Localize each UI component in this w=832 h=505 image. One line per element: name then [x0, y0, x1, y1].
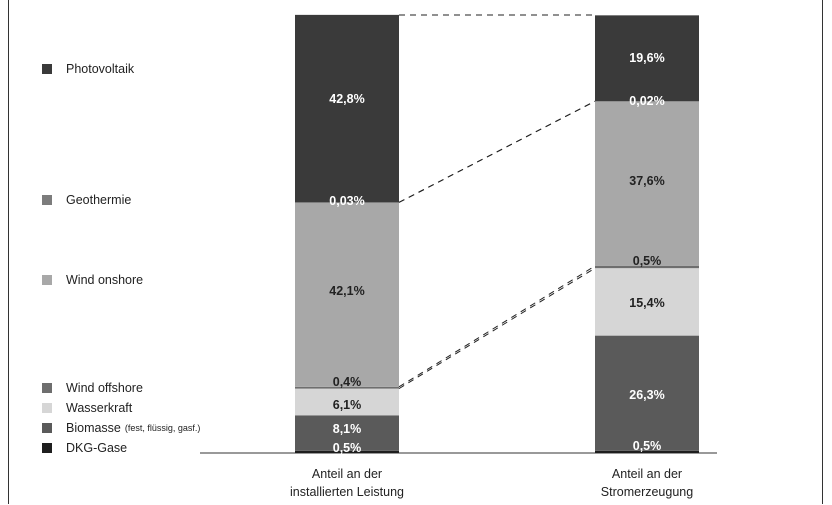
connector-line [399, 268, 595, 388]
category-label-line: Stromerzeugung [562, 483, 732, 501]
data-label: 0,03% [329, 194, 364, 208]
legend-item: Biomasse (fest, flüssig, gasf.) [42, 421, 200, 435]
data-label: 42,1% [329, 284, 364, 298]
connector-line [399, 266, 595, 387]
legend-swatch [42, 443, 52, 453]
legend-note: (fest, flüssig, gasf.) [125, 423, 201, 433]
legend-swatch [42, 403, 52, 413]
data-label: 19,6% [629, 51, 664, 65]
legend-swatch [42, 383, 52, 393]
legend-label: Wind offshore [66, 381, 143, 395]
data-label: 8,1% [333, 422, 362, 436]
data-label: 0,4% [333, 375, 362, 389]
data-label: 0,5% [633, 254, 662, 268]
category-label-line: installierten Leistung [262, 483, 432, 501]
data-label: 37,6% [629, 174, 664, 188]
legend-swatch [42, 64, 52, 74]
legend-item: Wind offshore [42, 381, 143, 395]
data-label: 0,02% [629, 94, 664, 108]
legend-swatch [42, 195, 52, 205]
data-label: 0,5% [633, 439, 662, 453]
legend-label: Geothermie [66, 193, 131, 207]
category-label: Anteil an der installierten Leistung [262, 465, 432, 501]
legend-item: Geothermie [42, 193, 131, 207]
legend-swatch [42, 423, 52, 433]
legend-label: Wasserkraft [66, 401, 132, 415]
legend-label: Photovoltaik [66, 62, 134, 76]
legend-item: Photovoltaik [42, 62, 134, 76]
data-label: 0,5% [333, 441, 362, 455]
data-label: 26,3% [629, 388, 664, 402]
category-label: Anteil an der Stromerzeugung [562, 465, 732, 501]
category-label-line: Anteil an der [562, 465, 732, 483]
bar-segment-photovoltaik-0 [295, 15, 399, 202]
legend-swatch [42, 275, 52, 285]
category-label-line: Anteil an der [262, 465, 432, 483]
data-label: 15,4% [629, 296, 664, 310]
data-label: 6,1% [333, 398, 362, 412]
legend-item: DKG-Gase [42, 441, 127, 455]
legend-item: Wind onshore [42, 273, 143, 287]
data-label: 42,8% [329, 92, 364, 106]
legend-label: Wind onshore [66, 273, 143, 287]
legend-label: DKG-Gase [66, 441, 127, 455]
connector-line [399, 101, 595, 202]
legend-label: Biomasse [66, 421, 121, 435]
legend-item: Wasserkraft [42, 401, 132, 415]
